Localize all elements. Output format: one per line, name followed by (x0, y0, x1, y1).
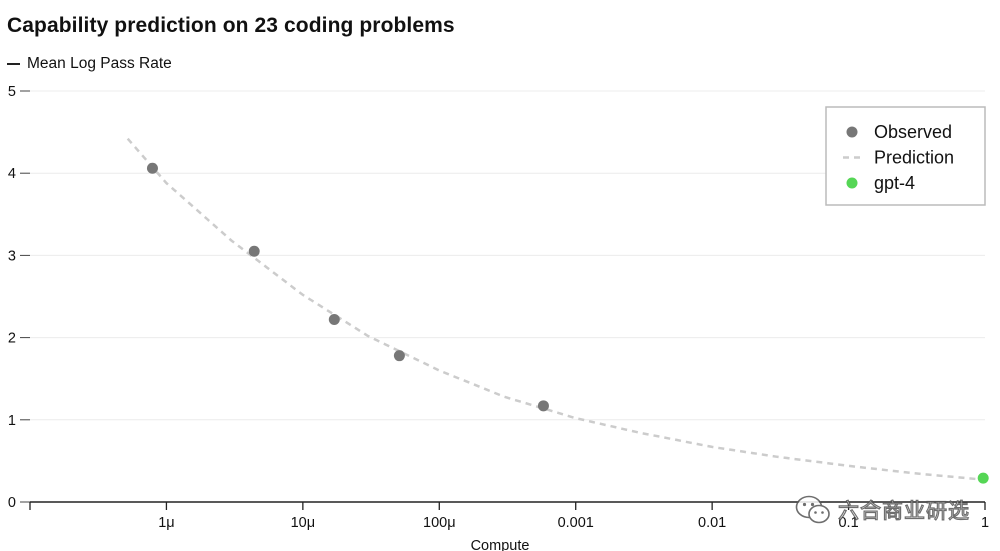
y-tick-label: 3 (8, 248, 16, 264)
chart-title: Capability prediction on 23 coding probl… (7, 14, 455, 37)
x-axis: 1μ 10μ 100μ 0.001 0.01 0.1 1 (29, 501, 989, 531)
observed-point (248, 245, 260, 257)
x-axis-label: Compute (471, 538, 530, 551)
observed-point (146, 162, 158, 174)
legend-label-gpt-4: gpt-4 (874, 173, 915, 193)
y-tick-label: 1 (8, 413, 16, 429)
x-tick-label: 0.001 (558, 515, 594, 531)
observed-point (328, 314, 340, 326)
watermark: 六合商业研选 (794, 493, 970, 527)
y-axis-label: Mean Log Pass Rate (7, 55, 172, 73)
y-tick-label: 0 (8, 495, 16, 511)
x-tick-label: 0.1 (838, 515, 858, 531)
legend-label-prediction: Prediction (874, 148, 954, 168)
x-tick-label: 1 (981, 515, 989, 531)
x-tick-label: 10μ (291, 515, 315, 531)
legend: Observed Prediction gpt-4 (825, 106, 986, 206)
y-axis-label-text: Mean Log Pass Rate (27, 55, 172, 72)
legend-marker-observed (846, 126, 858, 138)
y-tick-label: 2 (8, 331, 16, 347)
legend-box (825, 106, 986, 206)
watermark-text: 六合商业研选 (837, 498, 970, 523)
y-tick-label: 4 (8, 166, 16, 182)
legend-label-observed: Observed (874, 122, 952, 142)
grid-lines (30, 90, 985, 421)
observed-point (537, 400, 549, 412)
wechat-icon (795, 495, 830, 524)
x-tick-label: 1μ (158, 515, 174, 531)
y-axis: 0 1 2 3 4 5 (8, 84, 30, 511)
legend-marker-gpt-4 (846, 177, 858, 189)
x-tick-label: 100μ (423, 515, 456, 531)
y-label-dash (7, 63, 20, 65)
x-tick-label: 0.01 (698, 515, 726, 531)
y-tick-label: 5 (8, 84, 16, 100)
observed-point (393, 350, 405, 362)
gpt4-point (977, 472, 989, 484)
series-layer (126, 137, 989, 484)
